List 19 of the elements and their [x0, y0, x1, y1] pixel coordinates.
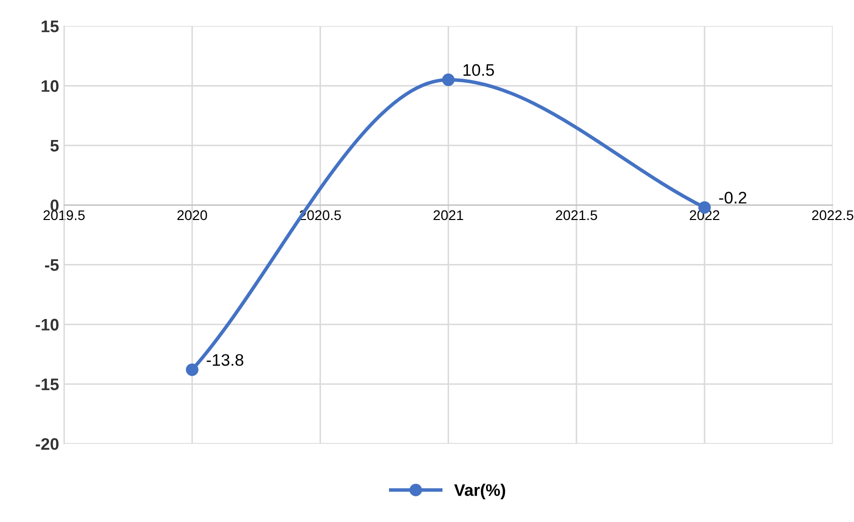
data-label: -0.2: [719, 192, 746, 204]
y-tick-label: -20: [36, 438, 59, 450]
y-tick-label: 0: [50, 199, 59, 212]
y-tick-label: 10: [42, 80, 59, 92]
y-tick-label: 5: [50, 140, 59, 152]
point: [186, 363, 198, 376]
x-tick-label: 2020: [177, 210, 208, 220]
data-label: -13.8: [206, 354, 244, 366]
x-tick-label: 2019.5: [44, 210, 85, 220]
data-label: 10.5: [464, 64, 494, 76]
y-tick-label: -5: [45, 259, 59, 271]
x-tick-label: 2021: [434, 210, 464, 220]
x-tick-label: 2022.5: [812, 210, 854, 220]
y-tick-label: 15: [42, 20, 59, 32]
x-tick-label: 2021.5: [556, 210, 598, 220]
point: [442, 74, 455, 86]
y-tick-label: -10: [36, 318, 59, 331]
legend-label: Var(%): [454, 484, 506, 500]
y-tick-label: -15: [36, 378, 59, 390]
